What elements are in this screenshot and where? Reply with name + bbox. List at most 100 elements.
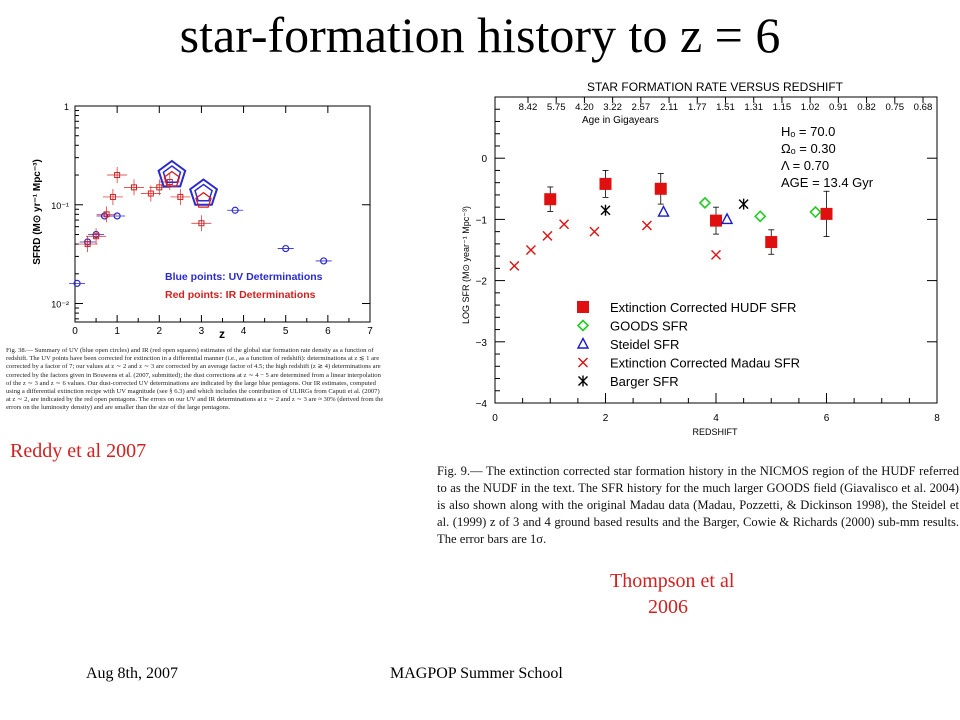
uv-point [282, 244, 290, 253]
series-0-point [710, 214, 722, 227]
left-legend-blue: Blue points: UV Determinations [165, 271, 323, 283]
ir-pentagon [195, 191, 212, 208]
series-0-point [654, 182, 667, 195]
right-y-axis-label: LOG SFR (M⊙ year⁻¹ Mpc⁻³) [461, 206, 471, 324]
left-y-tick-label: 10⁻¹ [51, 201, 69, 211]
series-2-point [657, 205, 670, 217]
cosmology-parameter: Hₒ = 70.0 [781, 124, 835, 139]
series-3-point [641, 220, 652, 231]
uv-point [113, 212, 121, 220]
legend-entry: Extinction Corrected Madau SFR [610, 356, 800, 371]
legend-entry: Steidel SFR [610, 337, 679, 352]
series-3-point [711, 249, 721, 260]
legend-marker [577, 301, 589, 313]
age-tick-label: 1.15 [773, 102, 792, 113]
uv-pentagon-inner [194, 183, 213, 202]
age-tick-label: 5.75 [547, 102, 566, 113]
uv-pentagon-inner [162, 165, 182, 184]
cosmology-parameter: Λ = 0.70 [781, 158, 829, 173]
ir-point [93, 233, 100, 240]
ir-point [103, 211, 110, 218]
ir-point [198, 220, 205, 227]
series-3-point [542, 230, 553, 241]
series-2-point [720, 212, 734, 225]
left-figure-caption: Fig. 38.— Summary of UV (blue open circl… [6, 347, 384, 412]
left-y-tick-label: 1 [64, 102, 69, 112]
left-x-tick-label: 0 [72, 326, 78, 337]
legend-marker [576, 336, 590, 349]
legend-entry: Extinction Corrected HUDF SFR [610, 300, 796, 315]
ir-point [109, 193, 116, 200]
series-1-point [754, 210, 767, 223]
cosmology-parameter: Ωₒ = 0.30 [781, 141, 836, 156]
left-x-tick-label: 2 [157, 326, 163, 337]
series-0-point [599, 177, 612, 190]
thompson-sfr-chart: STAR FORMATION RATE VERSUS REDSHIFT 0 2 4 6… [461, 80, 940, 437]
credit-reddy: Reddy et al 2007 [10, 440, 147, 462]
series-1-point [809, 205, 822, 219]
series-0-point [820, 207, 833, 220]
ir-point [131, 184, 137, 191]
legend-entry: Barger SFR [610, 374, 679, 389]
ir-point [114, 172, 121, 179]
left-x-axis-label: z [219, 327, 225, 341]
footer-event: MAGPOP Summer School [390, 665, 563, 682]
age-tick-label: 4.20 [575, 102, 594, 113]
left-x-tick-label: 3 [199, 326, 205, 337]
age-tick-label: 1.31 [744, 102, 763, 113]
ir-point [84, 241, 91, 248]
right-x-tick-label: 4 [713, 413, 719, 424]
age-tick-label: 0.91 [829, 102, 848, 113]
cosmology-parameter: AGE = 13.4 Gyr [781, 175, 874, 190]
legend-marker [578, 357, 588, 368]
credit-thompson-line1: Thompson et al [610, 570, 735, 592]
series-0-point [544, 193, 557, 206]
right-chart-title: STAR FORMATION RATE VERSUS REDSHIFT [587, 80, 844, 94]
left-x-tick-label: 7 [367, 326, 373, 337]
right-x-tick-label: 0 [492, 413, 498, 424]
legend-entry: GOODS SFR [610, 319, 688, 334]
age-tick-label: 3.22 [603, 102, 622, 113]
right-y-tick-label: −2 [476, 277, 488, 288]
left-y-tick-label: 10⁻² [51, 300, 69, 310]
age-axis-label: Age in Gigayears [582, 115, 659, 126]
age-tick-label: 1.77 [688, 102, 707, 113]
series-1-point [698, 196, 712, 210]
right-x-tick-label: 8 [934, 413, 940, 424]
age-tick-label: 0.68 [914, 102, 933, 113]
uv-pentagon [189, 178, 219, 206]
age-tick-label: 8.42 [519, 102, 538, 113]
ir-point [147, 190, 154, 197]
left-x-tick-label: 6 [325, 326, 331, 337]
ir-point [156, 184, 163, 191]
uv-point [73, 279, 81, 287]
left-x-tick-label: 4 [241, 326, 247, 337]
left-x-tick-label: 1 [114, 326, 120, 337]
right-x-tick-label: 6 [824, 413, 830, 424]
uv-point [320, 257, 328, 265]
right-y-tick-label: −3 [476, 338, 488, 349]
right-y-tick-label: 0 [481, 154, 487, 165]
series-3-point [589, 226, 600, 237]
uv-point [231, 206, 239, 214]
right-figure-caption: Fig. 9.— The extinction corrected star f… [437, 464, 959, 546]
series-3-point [559, 219, 570, 230]
slide-title: star-formation history to z = 6 [179, 7, 781, 63]
credit-thompson-line2: 2006 [648, 596, 688, 618]
left-legend-red: Red points: IR Determinations [165, 289, 316, 301]
right-y-tick-label: −4 [476, 399, 488, 410]
footer-date: Aug 8th, 2007 [86, 665, 178, 682]
age-tick-label: 1.02 [801, 102, 820, 113]
right-x-axis-label: REDSHIFT [693, 427, 739, 437]
age-tick-label: 1.51 [716, 102, 735, 113]
age-tick-label: 0.75 [885, 102, 904, 113]
series-3-point [509, 260, 520, 271]
left-y-axis-label: SFRD (M⊙ yr⁻¹ Mpc⁻³) [32, 159, 43, 265]
right-y-tick-label: −1 [476, 215, 488, 226]
series-0-point [765, 236, 778, 249]
left-x-tick-label: 5 [283, 326, 289, 337]
reddy-sfrd-chart: 0 1 2 3 4 5 6 7 1 10⁻¹ 10⁻² Blue points: UV Determ… [32, 102, 373, 341]
right-x-tick-label: 2 [603, 413, 609, 424]
age-tick-label: 0.82 [857, 102, 876, 113]
age-tick-label: 2.11 [660, 102, 678, 113]
